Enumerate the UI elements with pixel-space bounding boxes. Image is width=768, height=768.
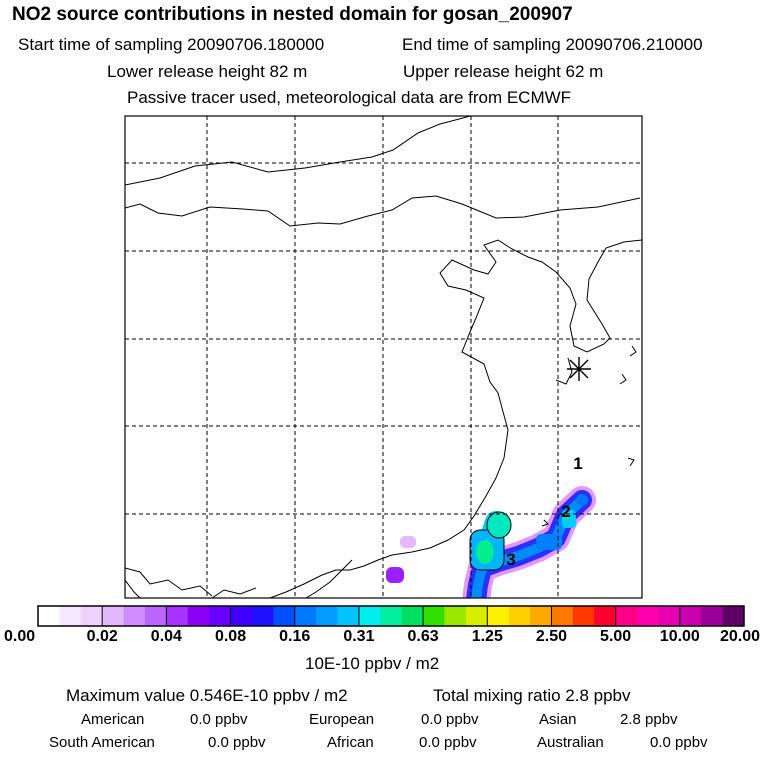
colorbar-cell — [423, 606, 445, 626]
colorbar-cell — [80, 606, 103, 626]
asterisk-icon — [567, 357, 591, 381]
colorbar-cell — [658, 606, 681, 626]
colorbar-cell — [251, 606, 274, 626]
colorbar-cell — [316, 606, 339, 626]
colorbar-cell — [401, 606, 424, 626]
concentration-plume — [386, 486, 596, 598]
tracer-note: Passive tracer used, meteorological data… — [127, 88, 572, 107]
colorbar-cell — [358, 606, 381, 626]
total-mixing-ratio-label: Total mixing ratio 2.8 ppbv — [433, 686, 631, 705]
colorbar-cell — [59, 606, 82, 626]
south-american-value: 0.0 ppbv — [208, 734, 266, 751]
colorbar-cell — [123, 606, 146, 626]
end-time-label: End time of sampling 20090706.210000 — [402, 35, 703, 54]
south-american-label: South American — [49, 734, 155, 751]
colorbar-tick-label: 0.08 — [214, 628, 247, 645]
map-label-2: 2 — [561, 502, 570, 521]
colorbar-tick-label: 0.31 — [343, 628, 375, 645]
colorbar-cell — [273, 606, 296, 626]
colorbar-cell — [722, 606, 745, 626]
colorbar-cell — [144, 606, 167, 626]
european-value: 0.0 ppbv — [421, 711, 479, 728]
colorbar-tick-label: 0.16 — [279, 628, 311, 645]
page-title: NO2 source contributions in nested domai… — [12, 4, 573, 25]
colorbar-cell — [230, 606, 253, 626]
colorbar-tick-label: 0.04 — [150, 628, 182, 645]
map-label-3: 3 — [506, 550, 515, 569]
map-frame — [124, 115, 643, 599]
colorbar-tick-label: 10.00 — [659, 628, 700, 645]
colorbar-cell — [679, 606, 702, 626]
start-time-label: Start time of sampling 20090706.180000 — [18, 35, 325, 54]
colorbar-tick-label: 1.25 — [471, 628, 503, 645]
asian-value: 2.8 ppbv — [620, 711, 678, 728]
colorbar-cell — [209, 606, 232, 626]
colorbar-cell — [337, 606, 360, 626]
american-label: American — [81, 711, 145, 728]
colorbar-frame — [37, 605, 745, 627]
colorbar-cell — [38, 606, 60, 626]
colorbar-cell — [294, 606, 317, 626]
lat-lon-grid — [125, 116, 642, 598]
colorbar-cell — [444, 606, 467, 626]
colorbar-tick-label: 0.63 — [407, 628, 439, 645]
colorbar-cell — [508, 606, 531, 626]
colorbar-tick-label: 5.00 — [600, 628, 632, 645]
colorbar-cell — [551, 606, 574, 626]
colorbar-cell — [615, 606, 638, 626]
australian-label: Australian — [537, 734, 604, 751]
australian-value: 0.0 ppbv — [650, 734, 708, 751]
asian-label: Asian — [539, 711, 577, 728]
european-label: European — [309, 711, 375, 728]
colorbar-cell — [465, 606, 488, 626]
colorbar-cell — [594, 606, 617, 626]
colorbar-tick-label: 20.00 — [719, 628, 760, 645]
lower-release-height-label: Lower release height 82 m — [107, 62, 308, 81]
colorbar-cell — [487, 606, 510, 626]
max-value-label: Maximum value 0.546E-10 ppbv / m2 — [66, 686, 348, 705]
african-label: African — [327, 734, 374, 751]
upper-release-height-label: Upper release height 62 m — [403, 62, 604, 81]
colorbar-cell — [572, 606, 595, 626]
colorbar-cell — [187, 606, 210, 626]
colorbar-cell — [102, 606, 125, 626]
colorbar-cell — [530, 606, 552, 626]
map-label-1: 1 — [573, 454, 582, 473]
colorbar — [38, 606, 745, 626]
colorbar-cell — [166, 606, 189, 626]
african-value: 0.0 ppbv — [419, 734, 477, 751]
colorbar-tick-label: 0.00 — [4, 628, 36, 645]
colorbar-cell — [380, 606, 403, 626]
colorbar-tick-label: 0.02 — [86, 628, 118, 645]
colorbar-unit-label: 10E-10 ppbv / m2 — [305, 654, 440, 673]
american-value: 0.0 ppbv — [190, 711, 248, 728]
colorbar-cell — [637, 606, 659, 626]
colorbar-tick-label: 2.50 — [535, 628, 568, 645]
coastlines — [125, 116, 642, 598]
colorbar-cell — [701, 606, 724, 626]
